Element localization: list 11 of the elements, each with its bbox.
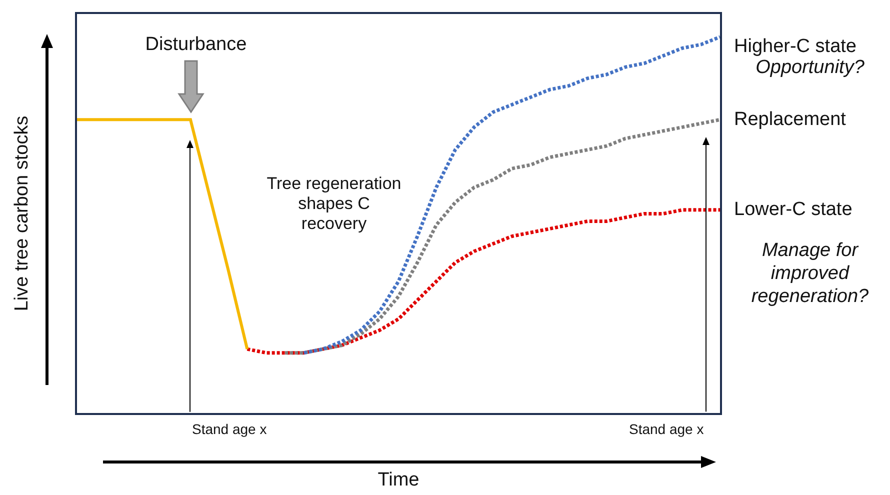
text: Opportunity? — [754, 56, 866, 80]
text: Manage for improved regeneration? — [750, 240, 870, 308]
text: Stand age x — [629, 421, 704, 437]
annotation: Disturbance — [144, 34, 248, 56]
series-label: Higher-C state — [734, 36, 856, 57]
series-label: Replacement — [734, 109, 847, 130]
y-axis-title: Live tree carbon stocks — [11, 116, 32, 312]
text: Stand age x — [192, 421, 267, 437]
x-axis-title: Time — [378, 469, 420, 490]
series-label: Lower-C state — [734, 199, 852, 220]
annotation: Tree regeneration shapes C recovery — [266, 174, 402, 235]
